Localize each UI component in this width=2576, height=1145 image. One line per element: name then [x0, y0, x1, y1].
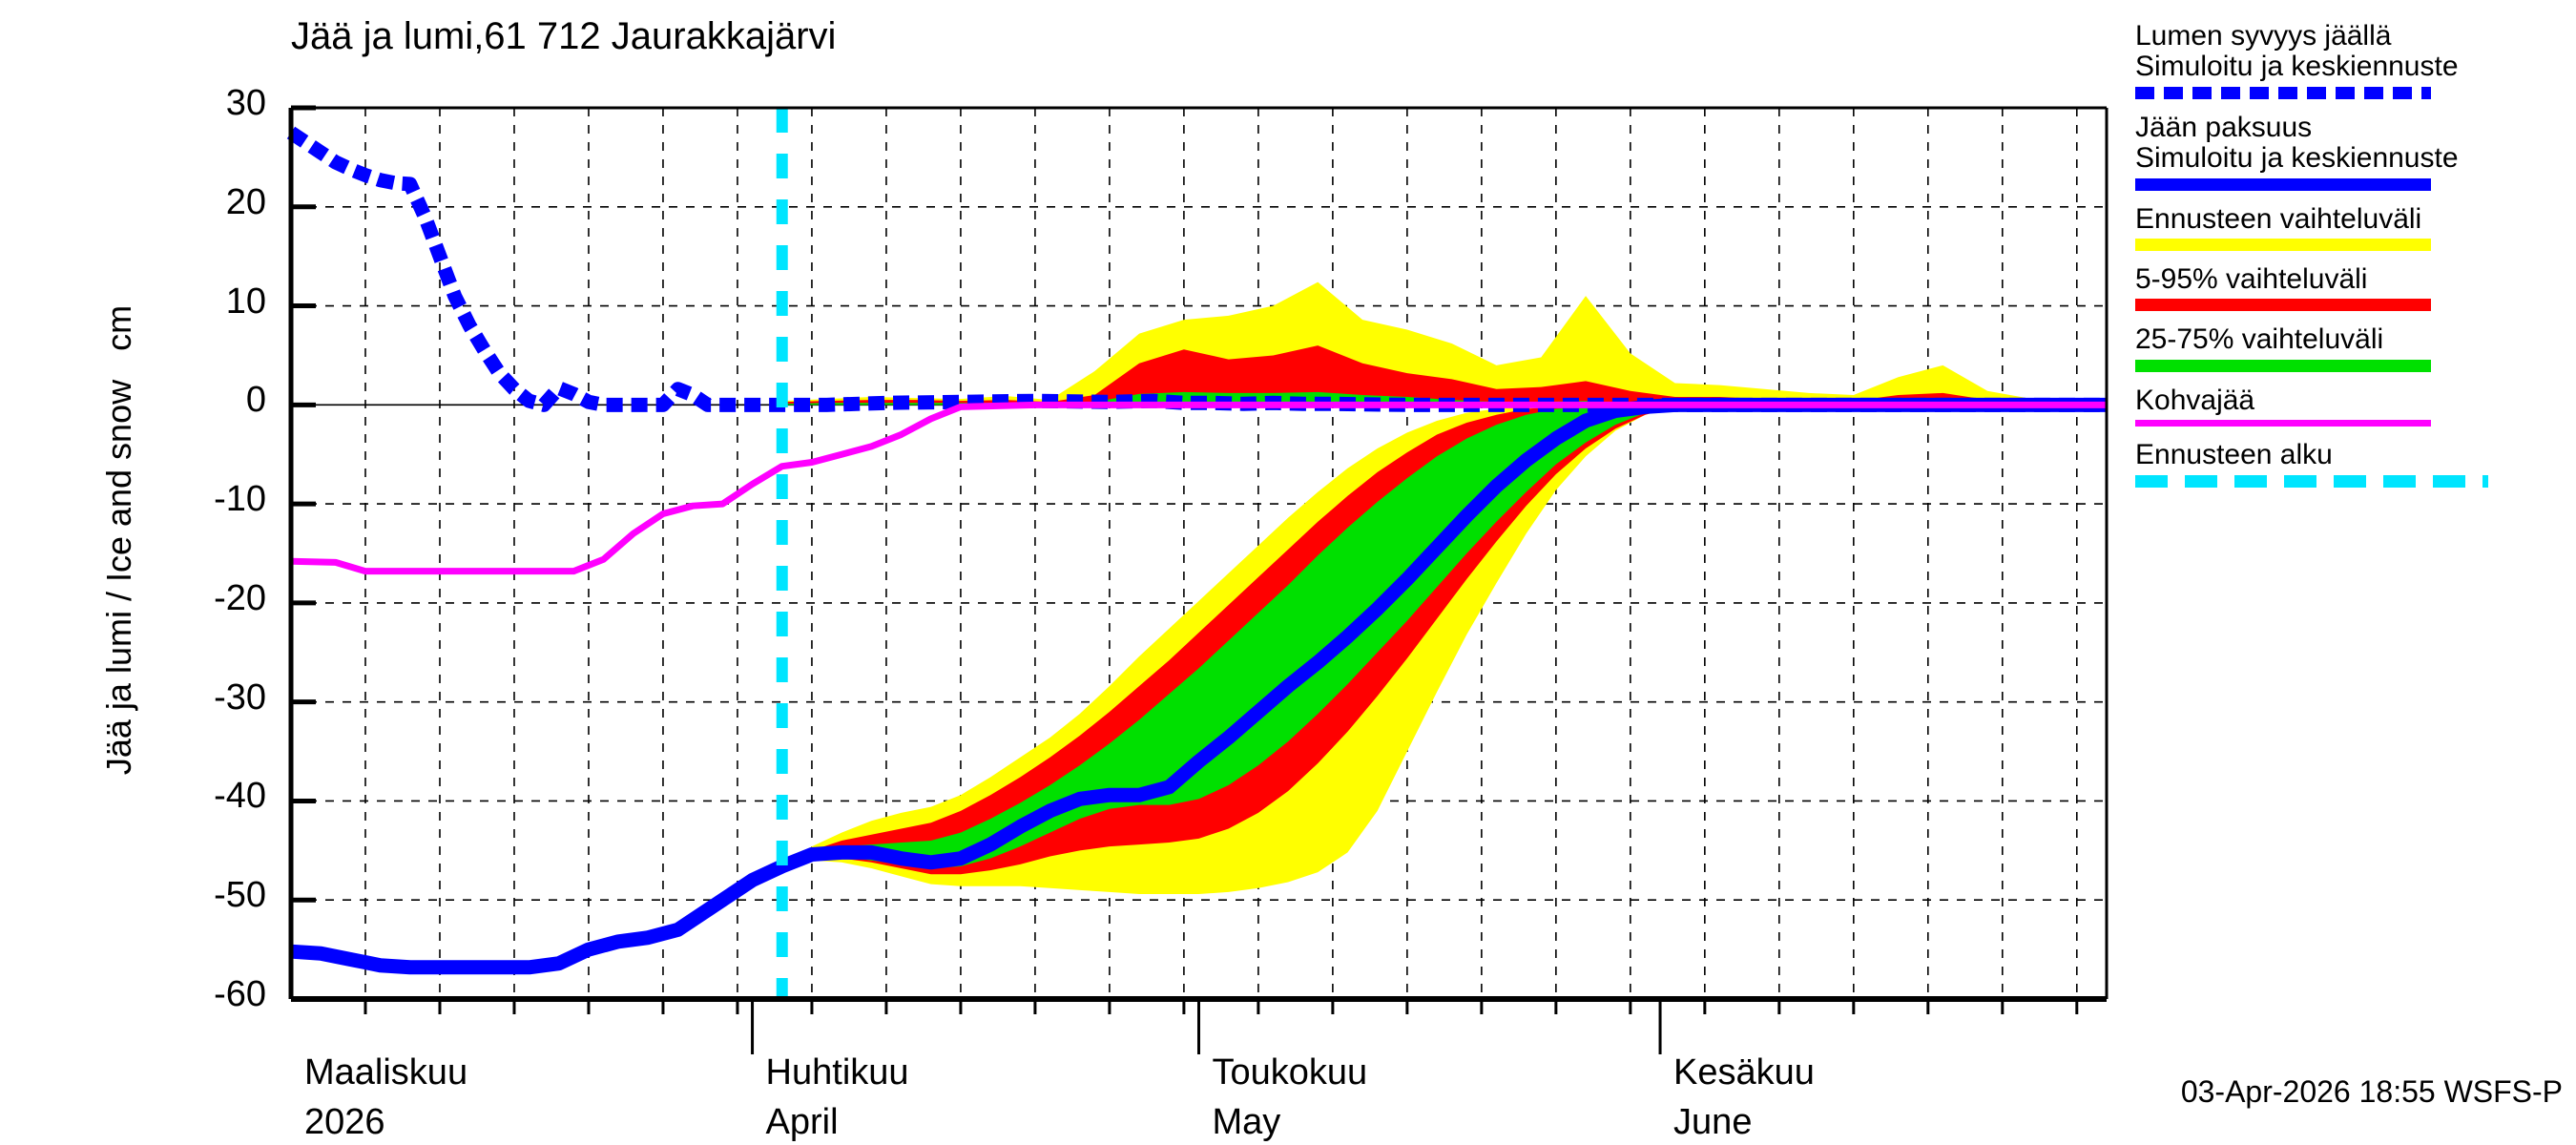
legend-item-swatch [2135, 177, 2431, 191]
legend-item-swatch [2135, 420, 2431, 427]
x-axis-month-label-fi: Huhtikuu [765, 1052, 909, 1093]
legend-item-title: Ennusteen alku [2135, 439, 2333, 471]
legend-item-subtitle: Simuloitu ja keskiennuste [2135, 142, 2459, 175]
legend-item-swatch [2135, 359, 2431, 372]
forecast-band [781, 345, 2108, 406]
x-axis-month-label-en: 2026 [304, 1102, 385, 1142]
y-axis-tick-label: 0 [245, 380, 266, 421]
y-axis-tick-label: 20 [225, 181, 266, 222]
y-axis-tick-label: -60 [214, 974, 266, 1014]
legend-item: Kohvajää [2135, 385, 2574, 427]
timestamp-label: 03-Apr-2026 18:55 WSFS-P [2180, 1074, 2563, 1109]
y-axis-tick-label: -40 [214, 776, 266, 817]
x-axis-month-label-en: May [1212, 1102, 1281, 1142]
legend-item-swatch [2135, 299, 2431, 312]
legend-item-title: Kohvajää [2135, 384, 2255, 416]
forecast-band [781, 281, 2108, 406]
y-axis-tick-label: -20 [214, 577, 266, 618]
data-series-line [290, 401, 2107, 575]
y-axis-tick-label: -30 [214, 677, 266, 718]
legend-item: Ennusteen vaihteluväli [2135, 202, 2574, 251]
legend-item-title: 5-95% vaihteluväli [2135, 262, 2368, 295]
chart-legend: Lumen syvyys jäällä Simuloitu ja keskienn… [2135, 20, 2574, 501]
y-axis-tick-label: -50 [214, 875, 266, 916]
forecast-band [781, 405, 2108, 869]
legend-item: Lumen syvyys jäällä Simuloitu ja keskienn… [2135, 20, 2574, 99]
legend-item: 25-75% vaihteluväli [2135, 323, 2574, 372]
legend-item-title: 25-75% vaihteluväli [2135, 323, 2384, 356]
x-axis-month-label-fi: Kesäkuu [1673, 1052, 1815, 1093]
legend-item-swatch [2135, 86, 2431, 99]
y-axis-tick-label: 10 [225, 281, 266, 322]
y-axis-tick-label: 30 [225, 83, 266, 123]
x-axis-month-label-fi: Maaliskuu [304, 1052, 468, 1093]
x-axis-month-label-en: April [765, 1102, 839, 1142]
legend-item-title: Ennusteen vaihteluväli [2135, 202, 2422, 235]
legend-item: Ennusteen alku [2135, 439, 2574, 488]
legend-item-title: Lumen syvyys jäällä [2135, 20, 2392, 52]
legend-item-subtitle: Simuloitu ja keskiennuste [2135, 51, 2459, 83]
x-axis-month-label-en: June [1673, 1102, 1753, 1142]
legend-item-swatch [2135, 238, 2431, 251]
x-axis-month-label-fi: Toukokuu [1212, 1052, 1368, 1093]
legend-item-swatch [2135, 474, 2488, 488]
legend-item-title: Jään paksuus [2135, 111, 2313, 143]
data-series-line [290, 397, 2107, 975]
y-axis-tick-label: -10 [214, 479, 266, 520]
data-series-line [286, 126, 2107, 412]
legend-item: Jään paksuus Simuloitu ja keskiennuste [2135, 111, 2574, 191]
page-title: Jää ja lumi,61 712 Jaurakkajärvi [291, 15, 837, 57]
legend-item: 5-95% vaihteluväli [2135, 262, 2574, 312]
